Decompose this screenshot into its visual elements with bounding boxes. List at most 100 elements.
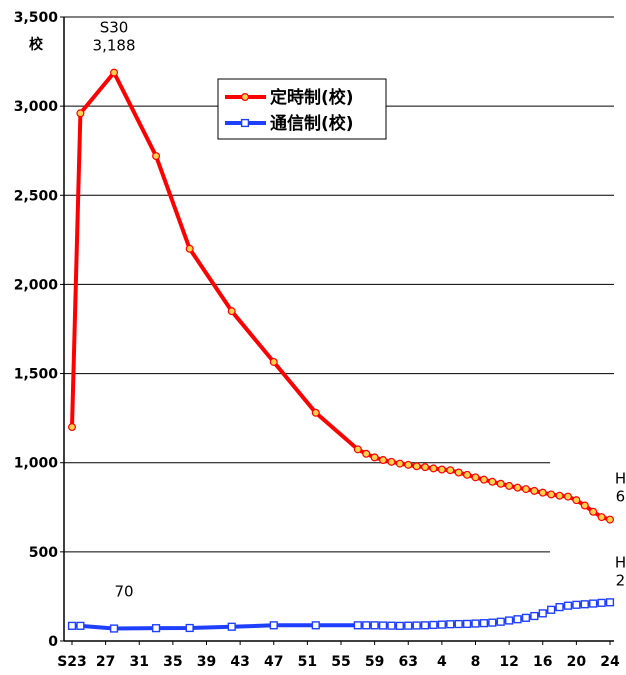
data-point xyxy=(572,600,581,609)
data-point xyxy=(538,488,547,497)
x-tick-label: 39 xyxy=(197,654,216,670)
x-tick-label: S23 xyxy=(57,654,87,670)
x-tick-label: 27 xyxy=(96,654,115,670)
annotation-label: H24 xyxy=(615,470,626,488)
x-tick-label: 35 xyxy=(163,654,182,670)
data-point xyxy=(404,460,413,469)
data-point xyxy=(269,621,278,630)
data-point xyxy=(76,621,85,630)
data-point xyxy=(479,475,488,484)
data-point xyxy=(454,468,463,477)
annotation-label: 70 xyxy=(114,583,133,601)
x-tick-label: 12 xyxy=(499,654,518,670)
data-point xyxy=(589,507,598,516)
annotation-label: S30 xyxy=(100,19,129,37)
data-point xyxy=(521,485,530,494)
data-point xyxy=(412,621,421,630)
data-point xyxy=(269,357,278,366)
data-point xyxy=(471,473,480,482)
data-point xyxy=(412,462,421,471)
data-point xyxy=(404,621,413,630)
x-tick-label: 51 xyxy=(298,654,317,670)
x-tick-label: 31 xyxy=(130,654,149,670)
y-tick-label: 500 xyxy=(29,545,58,561)
data-point xyxy=(605,598,615,607)
data-point xyxy=(152,152,161,161)
legend: 定時制(校) 通信制(校) xyxy=(217,78,387,140)
x-tick-label: 24 xyxy=(600,654,620,670)
data-point xyxy=(353,621,362,630)
series-group xyxy=(67,68,615,633)
data-point xyxy=(429,464,438,473)
data-point xyxy=(538,609,547,618)
data-point xyxy=(370,621,379,630)
data-point xyxy=(379,456,388,465)
legend-box xyxy=(217,78,387,140)
data-point xyxy=(437,465,446,474)
data-point xyxy=(605,515,614,524)
data-point xyxy=(505,616,514,625)
x-tick-label: 47 xyxy=(264,654,283,670)
annotation-label: 681 xyxy=(616,488,626,506)
legend-label: 定時制(校) xyxy=(270,87,354,108)
data-point xyxy=(110,68,119,77)
data-point xyxy=(563,492,572,501)
data-point xyxy=(370,453,379,462)
data-point xyxy=(530,486,539,495)
data-point xyxy=(496,479,505,488)
data-point xyxy=(505,481,514,490)
x-tick-label: 63 xyxy=(399,654,418,670)
x-tick-label: 43 xyxy=(230,654,249,670)
data-point xyxy=(488,477,497,486)
data-point xyxy=(151,624,161,633)
data-point xyxy=(395,459,404,468)
y-tick-label: 1,000 xyxy=(14,456,59,472)
data-point xyxy=(597,598,606,607)
y-tick-label: 0 xyxy=(48,634,58,650)
data-point xyxy=(496,617,505,626)
y-tick-label: 3,000 xyxy=(14,99,59,115)
data-point xyxy=(555,491,564,500)
data-point xyxy=(589,599,598,608)
y-tick-label: 2,500 xyxy=(14,188,59,204)
data-point xyxy=(378,621,388,630)
data-point xyxy=(311,621,320,630)
y-tick-label: 1,500 xyxy=(14,367,59,383)
series-line-1 xyxy=(70,70,611,522)
data-point xyxy=(109,624,119,633)
data-point xyxy=(572,496,581,505)
data-point xyxy=(555,603,564,612)
data-point xyxy=(471,619,480,628)
data-point xyxy=(547,605,556,614)
data-point xyxy=(513,615,522,624)
data-point xyxy=(387,621,396,630)
data-point xyxy=(513,483,522,492)
y-tick-label: 2,000 xyxy=(14,277,59,293)
data-point xyxy=(547,490,556,499)
x-tick-label: 20 xyxy=(567,654,587,670)
annotation-label: H24 xyxy=(615,553,626,571)
x-tick-label: 55 xyxy=(331,654,350,670)
data-point xyxy=(395,621,404,630)
data-point xyxy=(597,513,606,522)
data-point xyxy=(353,445,362,454)
annotation-label: 217 xyxy=(616,571,626,589)
data-point xyxy=(479,619,489,628)
data-point xyxy=(227,622,236,631)
x-tick-label: 4 xyxy=(437,654,447,670)
data-point xyxy=(387,457,396,466)
x-tick-label: 16 xyxy=(533,654,552,670)
data-point xyxy=(429,620,438,630)
legend-marker xyxy=(241,92,250,101)
data-point xyxy=(420,621,430,630)
data-point xyxy=(421,463,430,472)
data-point xyxy=(362,449,371,458)
x-tick-label: 8 xyxy=(471,654,481,670)
data-point xyxy=(67,621,77,630)
data-point xyxy=(463,470,472,479)
y-axis-label: 校 xyxy=(29,36,44,53)
data-point xyxy=(454,619,463,629)
y-tick-label: 3,500 xyxy=(14,10,59,26)
